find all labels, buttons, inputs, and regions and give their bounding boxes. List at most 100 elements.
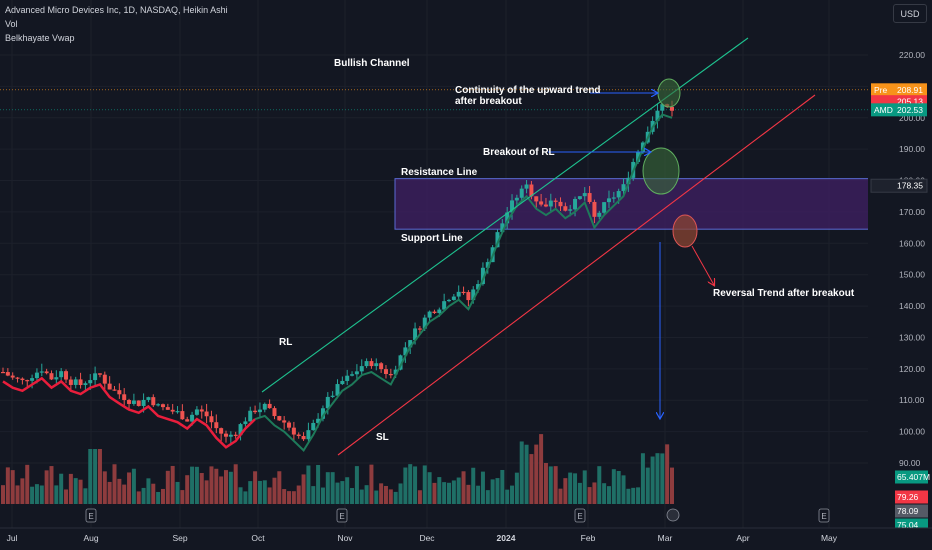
x-tick-label: Aug bbox=[83, 533, 98, 543]
volume-tag-value: 78.09 bbox=[897, 506, 919, 516]
reversal-trend-label: Reversal Trend after breakout bbox=[713, 288, 855, 299]
volume-bar bbox=[568, 472, 573, 504]
candle-body bbox=[267, 403, 272, 409]
resistance-support-zone bbox=[0, 89, 874, 230]
volume-bar bbox=[219, 476, 224, 504]
volume-bar bbox=[59, 473, 64, 504]
y-tick-label: 130.00 bbox=[899, 332, 925, 342]
volume-bar bbox=[107, 481, 112, 504]
currency-button[interactable]: USD bbox=[893, 4, 927, 23]
candle-body bbox=[374, 363, 379, 367]
candle-body bbox=[306, 430, 311, 440]
volume-bar bbox=[606, 486, 611, 504]
candle-body bbox=[568, 209, 573, 211]
candle-body bbox=[485, 262, 490, 268]
volume-bar bbox=[480, 471, 485, 504]
volume-bar bbox=[364, 485, 369, 504]
candle-body bbox=[335, 384, 340, 396]
grid-lines bbox=[0, 0, 868, 528]
volume-bar bbox=[645, 467, 650, 504]
volume-bar bbox=[495, 478, 500, 504]
indicator-vwap-label[interactable]: Belkhayate Vwap bbox=[5, 33, 75, 43]
volume-bar bbox=[160, 488, 165, 504]
candle-body bbox=[447, 299, 451, 302]
volume-bar bbox=[427, 472, 432, 504]
volume-bar bbox=[442, 482, 447, 504]
volume-bar bbox=[602, 483, 607, 504]
candle-body bbox=[10, 375, 15, 378]
volume-bar bbox=[398, 483, 403, 504]
volume-bar bbox=[597, 466, 602, 504]
candle-body bbox=[393, 369, 398, 375]
candle-body bbox=[480, 267, 485, 285]
x-tick-label: Oct bbox=[251, 533, 265, 543]
volume-tag-value: 65.407M bbox=[897, 472, 930, 482]
candle-body bbox=[524, 184, 529, 189]
candle-body bbox=[5, 372, 10, 376]
candle-body bbox=[83, 383, 88, 386]
x-tick-label: May bbox=[821, 533, 838, 543]
candle-body bbox=[417, 328, 422, 330]
volume-bar bbox=[5, 467, 10, 504]
candle-body bbox=[224, 433, 228, 437]
price-tag-bg bbox=[871, 83, 927, 97]
indicator-volume-label[interactable]: Vol bbox=[5, 19, 18, 29]
candle-body bbox=[136, 400, 141, 406]
price-tag: AMD 202.53 bbox=[871, 103, 927, 117]
candle-body bbox=[621, 184, 626, 192]
continuity-label: Continuity of the upward trend bbox=[455, 85, 601, 96]
volume-bar bbox=[616, 470, 621, 504]
price-axis: 220.00210.00200.00190.00180.00170.00160.… bbox=[868, 0, 932, 532]
vwap-red-line bbox=[2, 376, 256, 449]
y-tick-label: 140.00 bbox=[899, 301, 925, 311]
price-tag-value: 205.13 bbox=[897, 97, 923, 107]
candle-body bbox=[553, 200, 558, 202]
volume-bar bbox=[437, 477, 442, 504]
volume-bar bbox=[330, 472, 335, 504]
dividend-marker-icon bbox=[666, 508, 680, 522]
candle-body bbox=[199, 409, 204, 412]
y-tick-label: 200.00 bbox=[899, 113, 925, 123]
volume-bar bbox=[88, 449, 93, 504]
arrow-reversal bbox=[691, 245, 714, 285]
volume-bar bbox=[660, 453, 665, 504]
volume-bar bbox=[30, 486, 35, 504]
volume-bar bbox=[325, 472, 330, 504]
volume-bar bbox=[345, 477, 350, 504]
candle-body bbox=[117, 390, 122, 395]
volume-bar bbox=[510, 485, 515, 504]
price-tag-value: 178.35 bbox=[897, 181, 923, 191]
candle-body bbox=[257, 409, 262, 413]
volume-tag-bg bbox=[895, 504, 928, 518]
candle-body bbox=[461, 291, 466, 294]
earnings-marker-letter: E bbox=[88, 512, 93, 521]
volume-bar bbox=[636, 487, 641, 504]
volume-bar bbox=[282, 489, 287, 504]
candle-body bbox=[253, 410, 258, 413]
candle-body bbox=[548, 200, 553, 207]
volume-bar bbox=[611, 469, 616, 504]
price-tag-label: Pre bbox=[874, 85, 888, 95]
volume-bar bbox=[422, 465, 427, 504]
volume-bar bbox=[170, 465, 175, 504]
volume-bar bbox=[383, 485, 388, 504]
volume-bar bbox=[102, 471, 107, 504]
volume-bar bbox=[20, 478, 25, 504]
candle-body bbox=[238, 424, 243, 436]
candle-body bbox=[330, 395, 335, 397]
vwap-green-line bbox=[254, 113, 673, 452]
sl-label: SL bbox=[376, 432, 389, 443]
candle-body bbox=[59, 371, 64, 378]
earnings-marker-box bbox=[574, 508, 586, 523]
candle-body bbox=[160, 404, 165, 408]
volume-bar bbox=[311, 486, 316, 504]
volume-bar bbox=[151, 483, 156, 504]
candle-body bbox=[577, 196, 582, 199]
volume-tag: 78.09 bbox=[895, 504, 928, 518]
volume-bar bbox=[519, 441, 524, 504]
volume-bar bbox=[665, 444, 670, 504]
candle-body bbox=[1, 371, 5, 374]
volume-bar bbox=[25, 464, 30, 504]
y-tick-label: 120.00 bbox=[899, 364, 925, 374]
